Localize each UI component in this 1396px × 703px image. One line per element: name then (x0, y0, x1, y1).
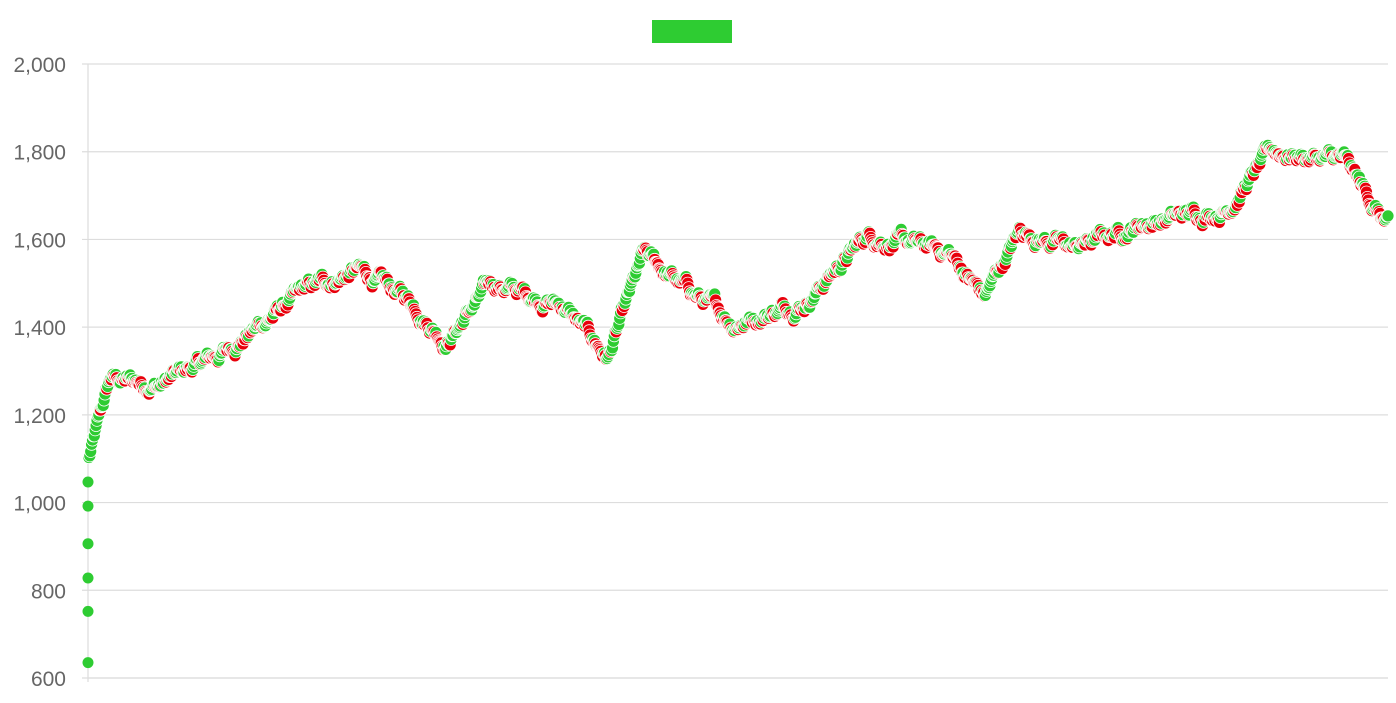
y-tick-label: 1,400 (13, 317, 66, 340)
legend[interactable] (652, 20, 732, 43)
data-point (82, 657, 94, 669)
y-axis-ticks: 600 800 1,000 1,200 1,400 1,600 1,800 2,000 (13, 54, 66, 691)
y-tick-label: 2,000 (13, 54, 66, 77)
y-tick-label: 800 (31, 580, 66, 603)
data-point (82, 572, 94, 584)
data-point (82, 476, 94, 488)
data-point (82, 538, 94, 550)
y-tick-label: 1,800 (13, 142, 66, 165)
y-tick-label: 1,000 (13, 493, 66, 516)
grid (82, 63, 1388, 682)
y-tick-label: 1,600 (13, 229, 66, 252)
data-point (82, 605, 94, 617)
data-point (1381, 209, 1395, 223)
data-point (82, 500, 94, 512)
legend-swatch[interactable] (652, 20, 732, 43)
data-points (82, 138, 1395, 669)
y-tick-label: 1,200 (13, 405, 66, 428)
y-tick-label: 600 (31, 668, 66, 691)
